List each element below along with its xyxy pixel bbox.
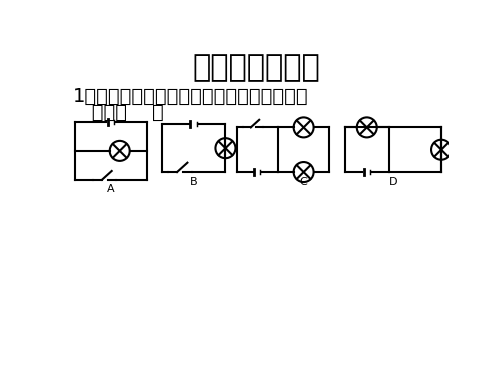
Text: B: B xyxy=(190,177,198,187)
Text: 1．如图所示的各电路中，其中连接方法正确: 1．如图所示的各电路中，其中连接方法正确 xyxy=(73,87,308,106)
Text: （一）认识电路: （一）认识电路 xyxy=(192,53,320,82)
Text: 的是（    ）: 的是（ ） xyxy=(73,103,164,122)
Text: C: C xyxy=(300,177,308,187)
Text: A: A xyxy=(108,184,115,194)
Text: D: D xyxy=(388,177,397,187)
